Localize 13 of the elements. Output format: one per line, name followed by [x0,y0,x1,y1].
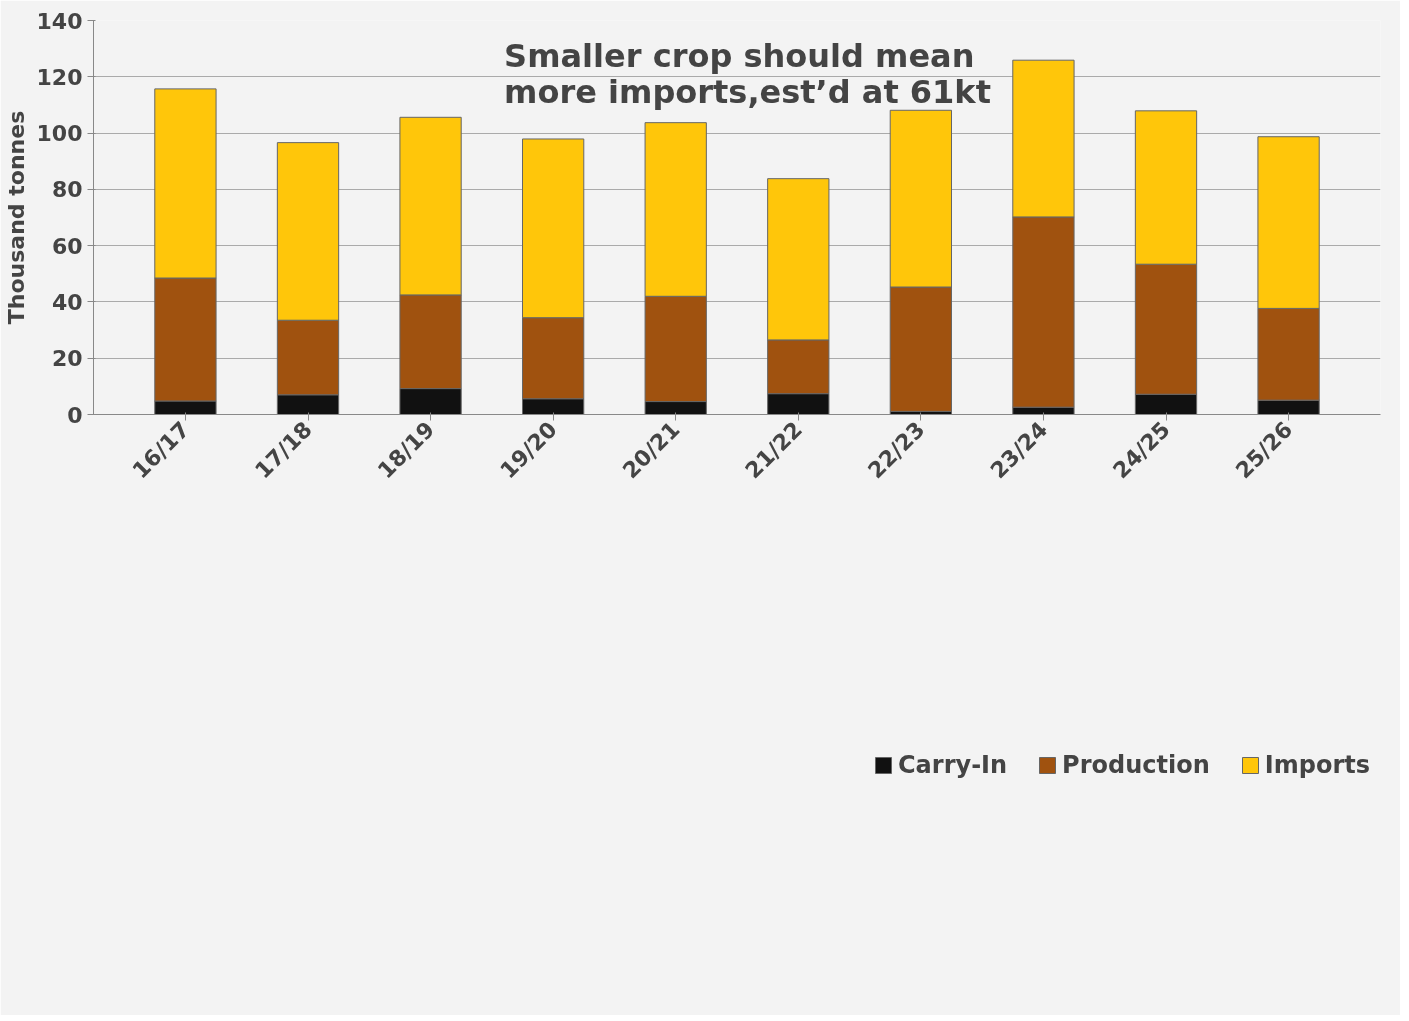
y-tick-label: 0 [67,402,83,428]
legend-label: Carry-In [898,751,1008,779]
y-tick-label: 80 [51,177,83,203]
annotation: Smaller crop should mean more imports,est’d at 61kt [504,37,991,111]
y-tick-label: 120 [36,64,83,90]
y-tick-label: 20 [51,346,83,372]
y-tick-label: 100 [36,121,83,147]
legend-label: Imports [1264,751,1370,779]
legend-label: Production [1062,751,1210,779]
y-tick-label: 40 [51,289,83,315]
y-tick-label: 140 [36,8,83,34]
y-tick-label: 60 [51,233,83,259]
y-axis-title: Thousand tonnes [3,110,29,325]
